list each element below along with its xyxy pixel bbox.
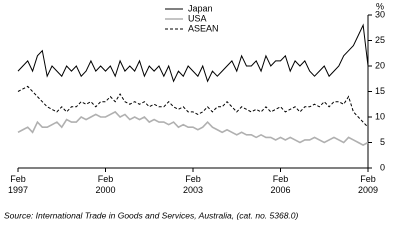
- y-tick-label: 30: [375, 9, 385, 19]
- y-axis-label: %: [376, 1, 384, 11]
- x-tick-label: Feb 2003: [183, 174, 203, 195]
- y-tick-label: 0: [380, 162, 385, 172]
- x-tick-label: Feb 1997: [8, 174, 28, 195]
- y-tick-label: 5: [380, 137, 385, 147]
- y-tick-label: 15: [375, 86, 385, 96]
- x-tick-label: Feb 2000: [95, 174, 115, 195]
- chart: % Source: International Trade in Goods a…: [4, 1, 385, 220]
- source-note: Source: International Trade in Goods and…: [4, 210, 299, 220]
- y-tick-label: 20: [375, 60, 385, 70]
- page: {"chart_data": {"type": "line", "y_label…: [4, 1, 385, 221]
- y-tick-label: 10: [375, 111, 385, 121]
- legend-label: USA: [188, 13, 207, 23]
- legend-label: ASEAN: [188, 23, 219, 33]
- series-line: [17, 110, 369, 146]
- x-tick-label: Feb 2006: [270, 174, 290, 195]
- y-tick-label: 25: [375, 35, 385, 45]
- legend-label: Japan: [188, 3, 213, 13]
- series-line: [17, 85, 369, 128]
- series-line: [17, 23, 369, 83]
- x-tick-label: Feb 2009: [358, 174, 378, 195]
